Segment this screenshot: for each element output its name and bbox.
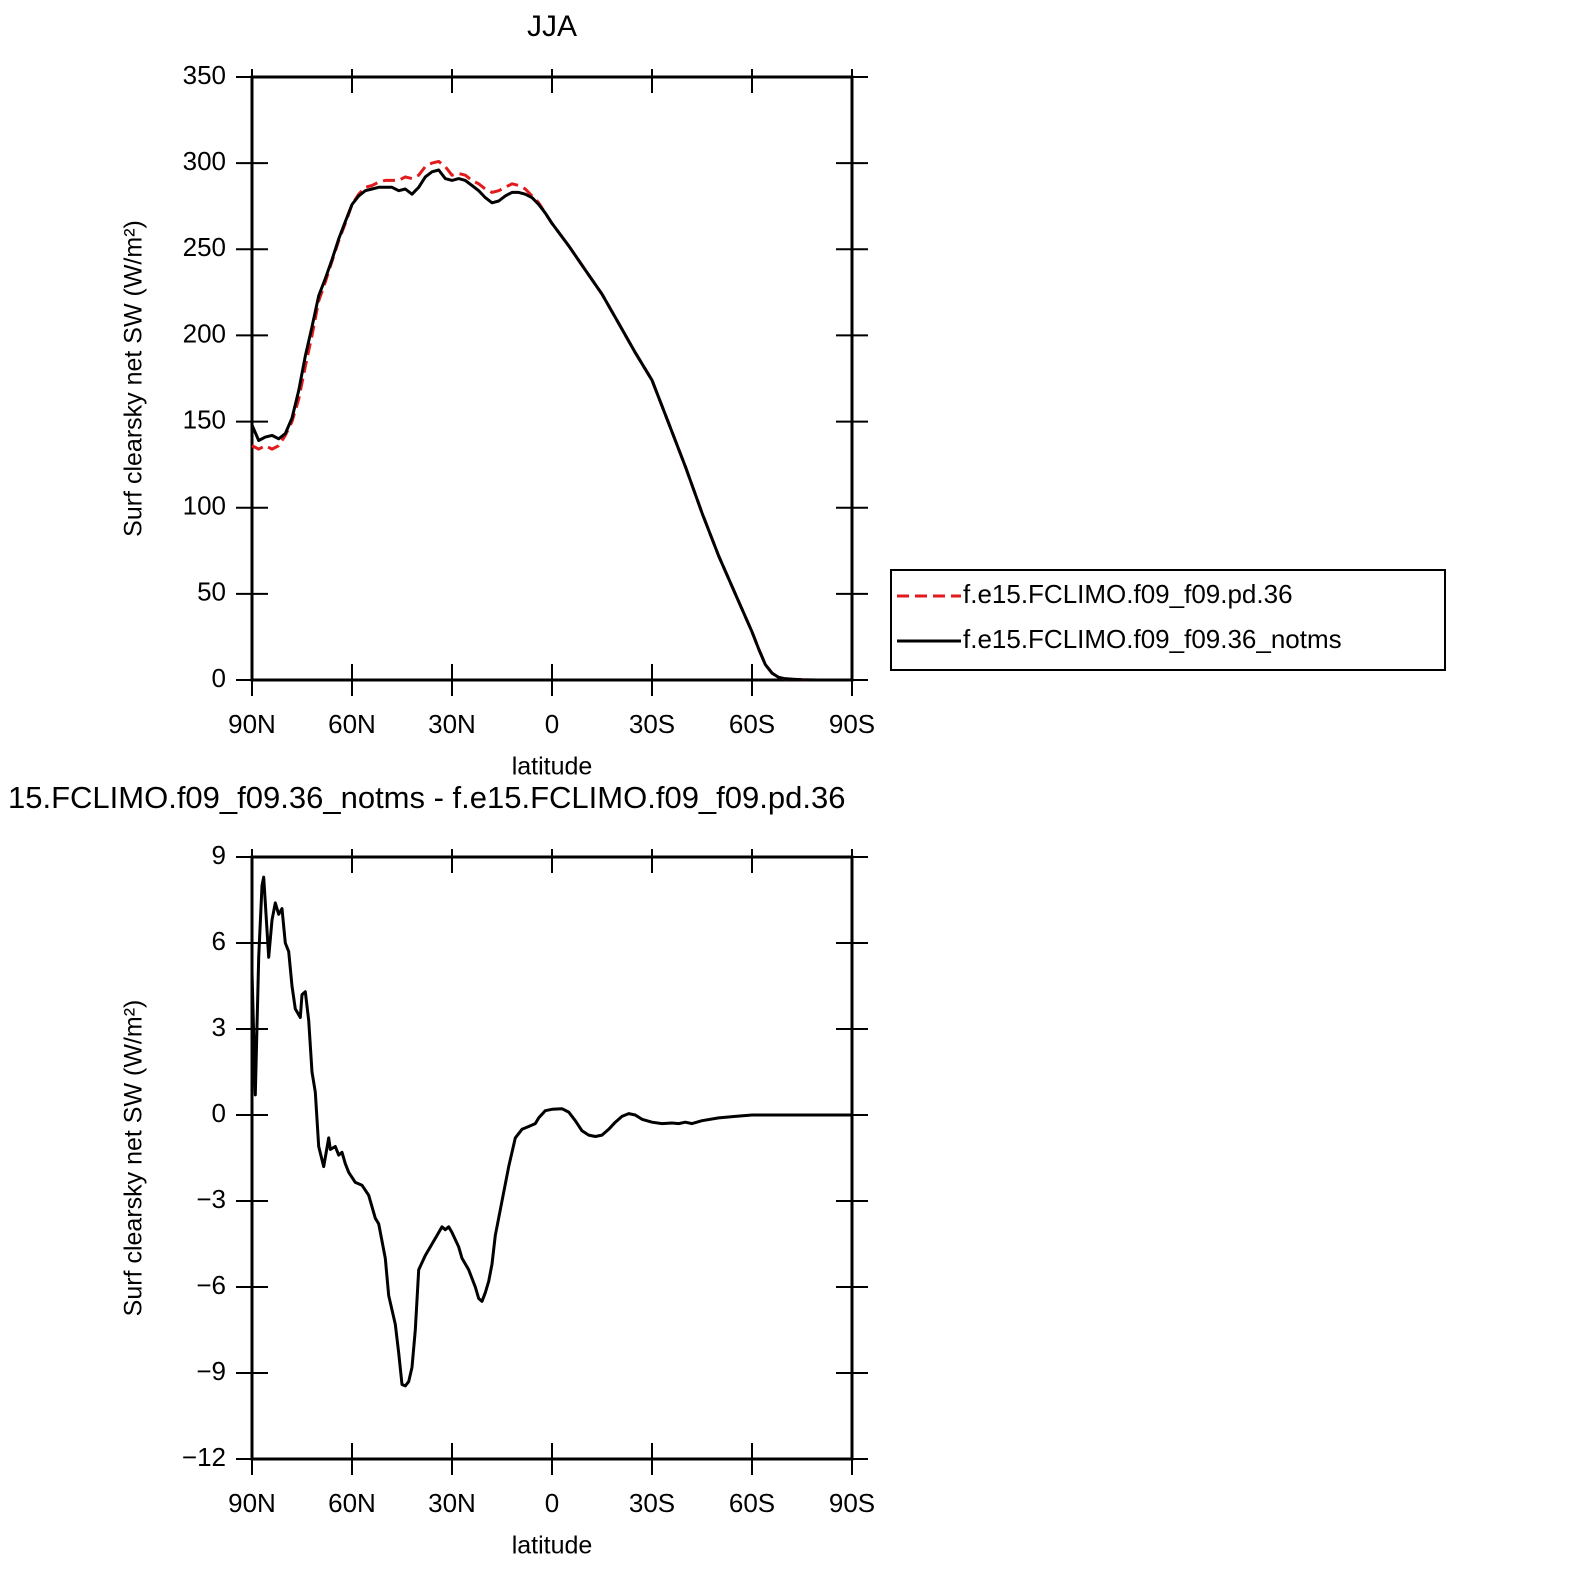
x-axis-label: latitude [512, 753, 593, 781]
plot-frame [250, 855, 854, 1461]
y-tick-label: −6 [196, 1270, 226, 1300]
x-axis-label: latitude [512, 1532, 593, 1560]
chart-title: 15.FCLIMO.f09_f09.36_notms - f.e15.FCLIM… [8, 780, 845, 815]
y-tick-label: 6 [212, 926, 226, 956]
y-tick-label: 350 [183, 60, 226, 90]
data-line [251, 159, 852, 682]
y-tick-label: 3 [212, 1012, 226, 1042]
data-line [250, 168, 852, 682]
x-tick-label: 30N [428, 709, 476, 739]
y-tick-label: 9 [212, 840, 226, 870]
x-tick-label: 90S [829, 1488, 875, 1518]
y-axis-label: Surf clearsky net SW (W/m²) [120, 1000, 148, 1317]
x-tick-label: 90N [228, 1488, 276, 1518]
x-tick-label: 30N [428, 1488, 476, 1518]
y-tick-label: 200 [183, 318, 226, 348]
y-tick-label: −3 [196, 1184, 226, 1214]
legend-label: f.e15.FCLIMO.f09_f09.pd.36 [963, 579, 1293, 609]
x-tick-label: 60S [729, 1488, 775, 1518]
y-axis-label: Surf clearsky net SW (W/m²) [120, 220, 148, 537]
y-tick-label: 250 [183, 232, 226, 262]
x-tick-label: 90S [829, 709, 875, 739]
x-tick-label: 0 [545, 1488, 559, 1518]
y-tick-label: 150 [183, 404, 226, 434]
y-tick-label: 0 [212, 1098, 226, 1128]
y-tick-label: −9 [196, 1356, 226, 1386]
y-tick-label: −12 [182, 1442, 226, 1472]
legend-box [890, 569, 1446, 671]
y-tick-label: 100 [183, 491, 226, 521]
data-line [250, 875, 852, 1388]
x-tick-label: 0 [545, 709, 559, 739]
x-tick-label: 90N [228, 709, 276, 739]
x-tick-label: 30S [629, 1488, 675, 1518]
y-tick-label: 50 [197, 577, 226, 607]
x-tick-label: 60S [729, 709, 775, 739]
chart-title: JJA [527, 10, 577, 43]
x-tick-label: 60N [328, 1488, 376, 1518]
y-tick-label: 0 [212, 663, 226, 693]
plot-frame [250, 75, 854, 682]
y-tick-label: 300 [183, 146, 226, 176]
x-tick-label: 30S [629, 709, 675, 739]
x-tick-label: 60N [328, 709, 376, 739]
legend-label: f.e15.FCLIMO.f09_f09.36_notms [963, 624, 1342, 654]
